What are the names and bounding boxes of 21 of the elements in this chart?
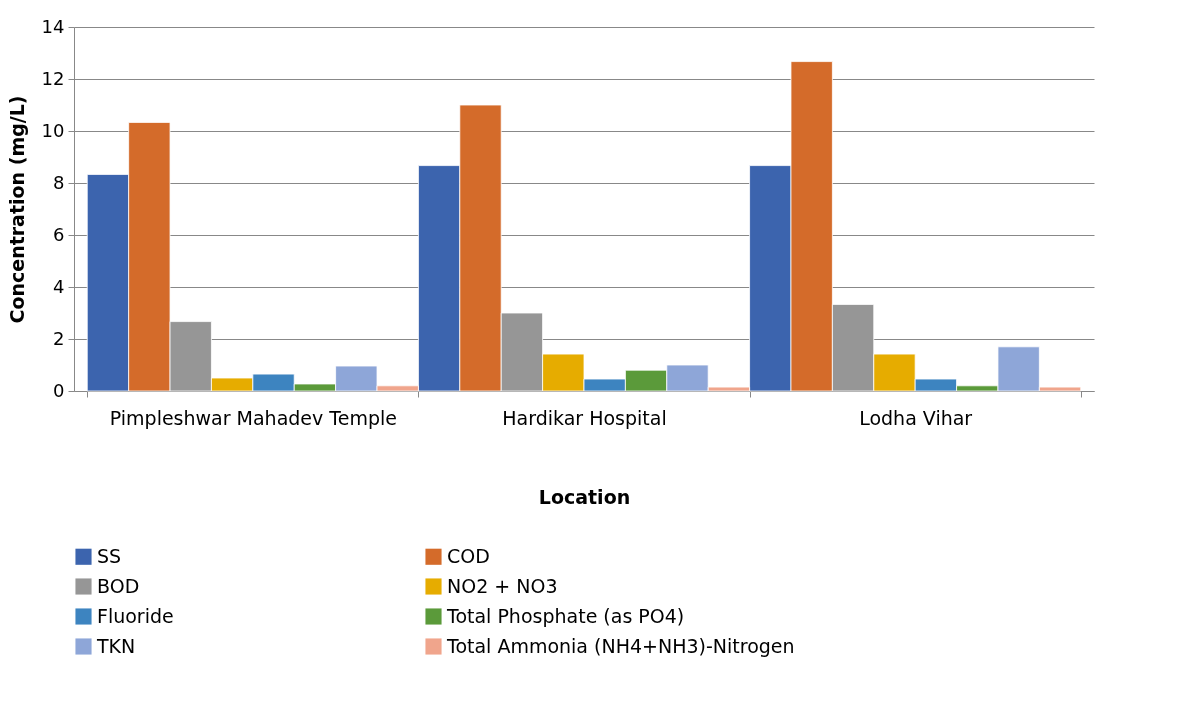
legend-label: Total Phosphate (as PO4) — [446, 604, 685, 627]
legend-label: BOD — [97, 574, 140, 597]
x-tick-label: Pimpleshwar Mahadev Temple — [109, 406, 397, 429]
legend-label: NO2 + NO3 — [447, 574, 558, 597]
legend-label: TKN — [96, 634, 136, 657]
legend-label: Fluoride — [97, 604, 174, 627]
y-tick-label: 10 — [41, 119, 65, 141]
y-tick-label: 4 — [53, 275, 65, 297]
y-tick-label: 8 — [53, 171, 65, 193]
legend-label: SS — [97, 544, 122, 567]
x-axis-title: Location — [538, 485, 631, 508]
x-tick-label: Lodha Vihar — [859, 406, 973, 429]
y-tick-label: 14 — [41, 15, 65, 37]
y-tick-label: 0 — [53, 379, 65, 401]
x-tick-label: Hardikar Hospital — [502, 406, 667, 429]
legend-label: Total Ammonia (NH4+NH3)-Nitrogen — [446, 634, 795, 657]
y-axis-title: Concentration (mg/L) — [5, 95, 28, 324]
y-tick-label: 2 — [53, 327, 65, 349]
legend-label: COD — [447, 544, 490, 567]
y-tick-label: 12 — [41, 67, 65, 89]
y-tick-label: 6 — [53, 223, 65, 245]
